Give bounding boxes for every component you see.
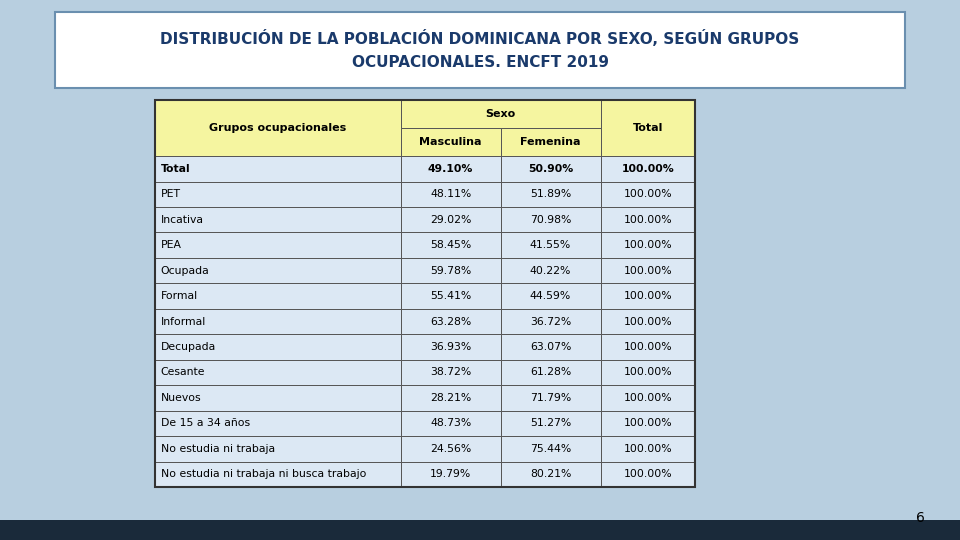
Text: 40.22%: 40.22%	[530, 266, 571, 275]
Text: 100.00%: 100.00%	[623, 342, 672, 352]
Text: 63.07%: 63.07%	[530, 342, 571, 352]
Text: 80.21%: 80.21%	[530, 469, 571, 480]
Text: 50.90%: 50.90%	[528, 164, 573, 174]
Text: 6: 6	[916, 511, 924, 525]
Text: Masculina: Masculina	[420, 137, 482, 147]
Text: 100.00%: 100.00%	[623, 190, 672, 199]
Text: 41.55%: 41.55%	[530, 240, 571, 250]
Text: Formal: Formal	[160, 291, 198, 301]
Text: 100.00%: 100.00%	[623, 393, 672, 403]
Text: 44.59%: 44.59%	[530, 291, 571, 301]
Text: 48.73%: 48.73%	[430, 418, 471, 428]
Text: 100.00%: 100.00%	[623, 469, 672, 480]
Text: 29.02%: 29.02%	[430, 215, 471, 225]
Text: 75.44%: 75.44%	[530, 444, 571, 454]
Text: 100.00%: 100.00%	[621, 164, 674, 174]
Text: Total: Total	[633, 123, 663, 133]
Text: 36.72%: 36.72%	[530, 316, 571, 327]
Text: 100.00%: 100.00%	[623, 367, 672, 377]
Text: Femenina: Femenina	[520, 137, 581, 147]
Text: Decupada: Decupada	[160, 342, 216, 352]
Text: 38.72%: 38.72%	[430, 367, 471, 377]
Text: 63.28%: 63.28%	[430, 316, 471, 327]
Text: Informal: Informal	[160, 316, 206, 327]
Text: PET: PET	[160, 190, 180, 199]
Text: Ocupada: Ocupada	[160, 266, 209, 275]
Text: 100.00%: 100.00%	[623, 291, 672, 301]
Text: Total: Total	[160, 164, 190, 174]
Text: 58.45%: 58.45%	[430, 240, 471, 250]
Text: 28.21%: 28.21%	[430, 393, 471, 403]
Text: 48.11%: 48.11%	[430, 190, 471, 199]
Text: 100.00%: 100.00%	[623, 266, 672, 275]
Text: 55.41%: 55.41%	[430, 291, 471, 301]
Text: 100.00%: 100.00%	[623, 444, 672, 454]
Text: No estudia ni trabaja: No estudia ni trabaja	[160, 444, 275, 454]
Text: Nuevos: Nuevos	[160, 393, 202, 403]
Text: 49.10%: 49.10%	[428, 164, 473, 174]
Text: 24.56%: 24.56%	[430, 444, 471, 454]
Text: 100.00%: 100.00%	[623, 316, 672, 327]
Text: Sexo: Sexo	[486, 109, 516, 119]
Text: Grupos ocupacionales: Grupos ocupacionales	[209, 123, 347, 133]
Text: 19.79%: 19.79%	[430, 469, 471, 480]
Text: No estudia ni trabaja ni busca trabajo: No estudia ni trabaja ni busca trabajo	[160, 469, 366, 480]
Text: 51.89%: 51.89%	[530, 190, 571, 199]
Text: 100.00%: 100.00%	[623, 418, 672, 428]
Text: PEA: PEA	[160, 240, 181, 250]
Text: DISTRIBUCIÓN DE LA POBLACIÓN DOMINICANA POR SEXO, SEGÚN GRUPOS
OCUPACIONALES. EN: DISTRIBUCIÓN DE LA POBLACIÓN DOMINICANA …	[160, 30, 800, 70]
Text: 59.78%: 59.78%	[430, 266, 471, 275]
Text: 36.93%: 36.93%	[430, 342, 471, 352]
Text: 100.00%: 100.00%	[623, 240, 672, 250]
Text: 71.79%: 71.79%	[530, 393, 571, 403]
Text: 51.27%: 51.27%	[530, 418, 571, 428]
Text: De 15 a 34 años: De 15 a 34 años	[160, 418, 250, 428]
Text: Cesante: Cesante	[160, 367, 205, 377]
Text: 70.98%: 70.98%	[530, 215, 571, 225]
Text: Incativa: Incativa	[160, 215, 204, 225]
Text: 61.28%: 61.28%	[530, 367, 571, 377]
Text: 100.00%: 100.00%	[623, 215, 672, 225]
